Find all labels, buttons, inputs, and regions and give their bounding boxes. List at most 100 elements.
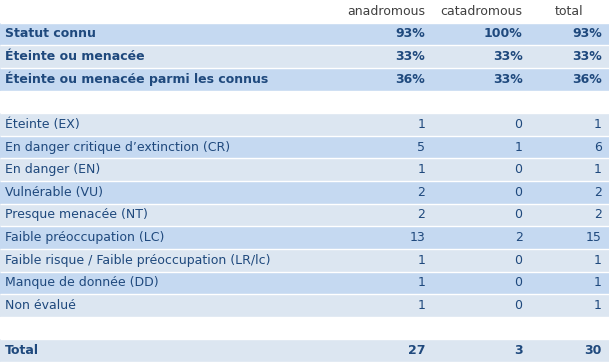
FancyBboxPatch shape: [0, 317, 341, 340]
FancyBboxPatch shape: [0, 159, 341, 181]
Text: Éteinte ou menacée: Éteinte ou menacée: [5, 50, 144, 63]
Text: 1: 1: [594, 276, 602, 289]
Text: 2: 2: [594, 186, 602, 199]
FancyBboxPatch shape: [432, 136, 530, 159]
FancyBboxPatch shape: [341, 113, 432, 136]
Text: 0: 0: [515, 118, 523, 131]
FancyBboxPatch shape: [341, 159, 432, 181]
Text: 36%: 36%: [395, 73, 425, 86]
Text: Faible risque / Faible préoccupation (LR/lc): Faible risque / Faible préoccupation (LR…: [5, 254, 270, 267]
FancyBboxPatch shape: [341, 249, 432, 272]
FancyBboxPatch shape: [341, 45, 432, 68]
Text: 33%: 33%: [395, 50, 425, 63]
Text: Vulnérable (VU): Vulnérable (VU): [5, 186, 103, 199]
FancyBboxPatch shape: [0, 22, 341, 45]
Text: 3: 3: [514, 344, 523, 357]
Text: 2: 2: [417, 186, 425, 199]
Text: 36%: 36%: [572, 73, 602, 86]
FancyBboxPatch shape: [530, 68, 609, 90]
FancyBboxPatch shape: [432, 272, 530, 294]
FancyBboxPatch shape: [530, 294, 609, 317]
FancyBboxPatch shape: [0, 90, 341, 113]
FancyBboxPatch shape: [432, 68, 530, 90]
FancyBboxPatch shape: [530, 0, 609, 22]
FancyBboxPatch shape: [341, 22, 432, 45]
FancyBboxPatch shape: [432, 45, 530, 68]
FancyBboxPatch shape: [530, 113, 609, 136]
Text: 1: 1: [594, 299, 602, 312]
FancyBboxPatch shape: [530, 136, 609, 159]
Text: Faible préoccupation (LC): Faible préoccupation (LC): [5, 231, 164, 244]
FancyBboxPatch shape: [432, 159, 530, 181]
FancyBboxPatch shape: [0, 272, 341, 294]
Text: 6: 6: [594, 140, 602, 153]
Text: 30: 30: [584, 344, 602, 357]
Text: Statut connu: Statut connu: [5, 28, 96, 41]
Text: 0: 0: [515, 186, 523, 199]
FancyBboxPatch shape: [341, 272, 432, 294]
Text: Manque de donnée (DD): Manque de donnée (DD): [5, 276, 158, 289]
FancyBboxPatch shape: [432, 249, 530, 272]
FancyBboxPatch shape: [432, 90, 530, 113]
Text: 1: 1: [417, 118, 425, 131]
FancyBboxPatch shape: [530, 272, 609, 294]
FancyBboxPatch shape: [432, 340, 530, 362]
Text: 0: 0: [515, 254, 523, 267]
FancyBboxPatch shape: [341, 317, 432, 340]
Text: 15: 15: [586, 231, 602, 244]
FancyBboxPatch shape: [530, 159, 609, 181]
Text: 93%: 93%: [572, 28, 602, 41]
Text: 1: 1: [594, 254, 602, 267]
Text: En danger critique d’extinction (CR): En danger critique d’extinction (CR): [5, 140, 230, 153]
Text: Total: Total: [5, 344, 39, 357]
FancyBboxPatch shape: [0, 45, 341, 68]
Text: 33%: 33%: [493, 73, 523, 86]
FancyBboxPatch shape: [341, 203, 432, 226]
FancyBboxPatch shape: [530, 317, 609, 340]
FancyBboxPatch shape: [530, 340, 609, 362]
FancyBboxPatch shape: [432, 294, 530, 317]
Text: 27: 27: [407, 344, 425, 357]
Text: 33%: 33%: [493, 50, 523, 63]
Text: Presque menacée (NT): Presque menacée (NT): [5, 209, 148, 222]
Text: 1: 1: [594, 118, 602, 131]
Text: 1: 1: [594, 163, 602, 176]
FancyBboxPatch shape: [0, 226, 341, 249]
Text: Éteinte ou menacée parmi les connus: Éteinte ou menacée parmi les connus: [5, 72, 268, 87]
FancyBboxPatch shape: [341, 68, 432, 90]
FancyBboxPatch shape: [0, 203, 341, 226]
Text: 33%: 33%: [572, 50, 602, 63]
FancyBboxPatch shape: [341, 226, 432, 249]
Text: 2: 2: [594, 209, 602, 222]
FancyBboxPatch shape: [341, 181, 432, 203]
Text: Éteinte (EX): Éteinte (EX): [5, 118, 80, 131]
Text: 0: 0: [515, 209, 523, 222]
Text: 100%: 100%: [484, 28, 523, 41]
FancyBboxPatch shape: [0, 249, 341, 272]
Text: Non évalué: Non évalué: [5, 299, 76, 312]
FancyBboxPatch shape: [530, 181, 609, 203]
Text: 0: 0: [515, 276, 523, 289]
FancyBboxPatch shape: [432, 317, 530, 340]
Text: 1: 1: [417, 254, 425, 267]
Text: 93%: 93%: [395, 28, 425, 41]
Text: 1: 1: [417, 276, 425, 289]
FancyBboxPatch shape: [530, 226, 609, 249]
FancyBboxPatch shape: [0, 294, 341, 317]
Text: 5: 5: [417, 140, 425, 153]
FancyBboxPatch shape: [530, 45, 609, 68]
Text: 1: 1: [515, 140, 523, 153]
FancyBboxPatch shape: [0, 136, 341, 159]
FancyBboxPatch shape: [0, 340, 341, 362]
FancyBboxPatch shape: [341, 294, 432, 317]
FancyBboxPatch shape: [432, 181, 530, 203]
FancyBboxPatch shape: [530, 203, 609, 226]
FancyBboxPatch shape: [0, 181, 341, 203]
FancyBboxPatch shape: [0, 68, 341, 90]
FancyBboxPatch shape: [432, 22, 530, 45]
Text: 13: 13: [409, 231, 425, 244]
Text: 2: 2: [515, 231, 523, 244]
FancyBboxPatch shape: [341, 340, 432, 362]
Text: catadromous: catadromous: [440, 5, 522, 18]
Text: En danger (EN): En danger (EN): [5, 163, 100, 176]
